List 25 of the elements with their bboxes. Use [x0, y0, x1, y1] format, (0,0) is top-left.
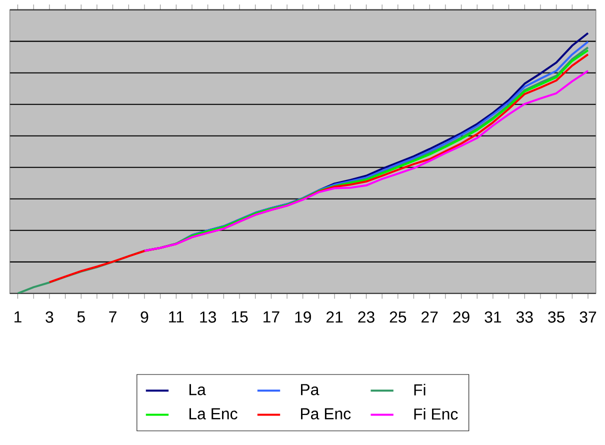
x-tick-label: 25	[390, 311, 406, 323]
legend-label: Pa Enc	[301, 408, 351, 420]
x-tick-label: 29	[453, 311, 470, 323]
x-tick-label: 13	[200, 311, 216, 323]
x-tick-label: 17	[264, 311, 280, 322]
x-tick-label: 35	[548, 311, 565, 323]
x-tick-label: 11	[169, 311, 184, 322]
x-tick-label: 3	[46, 311, 54, 323]
x-tick-label: 1	[14, 311, 22, 322]
x-tick-label: 37	[580, 311, 596, 323]
legend-label: La Enc	[189, 408, 238, 420]
x-tick-label: 33	[516, 311, 533, 323]
x-tick-label: 23	[358, 311, 374, 323]
legend-label: Fi	[414, 384, 426, 396]
x-tick-label: 21	[326, 311, 343, 323]
x-tick-label: 15	[232, 311, 248, 323]
x-tick-label: 19	[295, 311, 311, 323]
x-tick-label: 31	[484, 311, 502, 323]
x-tick-label: 9	[140, 311, 148, 323]
x-tick-label: 7	[109, 311, 116, 322]
x-tick-label: 5	[77, 311, 85, 323]
x-tick-label: 27	[422, 311, 438, 323]
legend-label: La	[189, 384, 206, 396]
legend-label: Pa	[301, 384, 320, 396]
legend-label: Fi Enc	[414, 408, 458, 420]
